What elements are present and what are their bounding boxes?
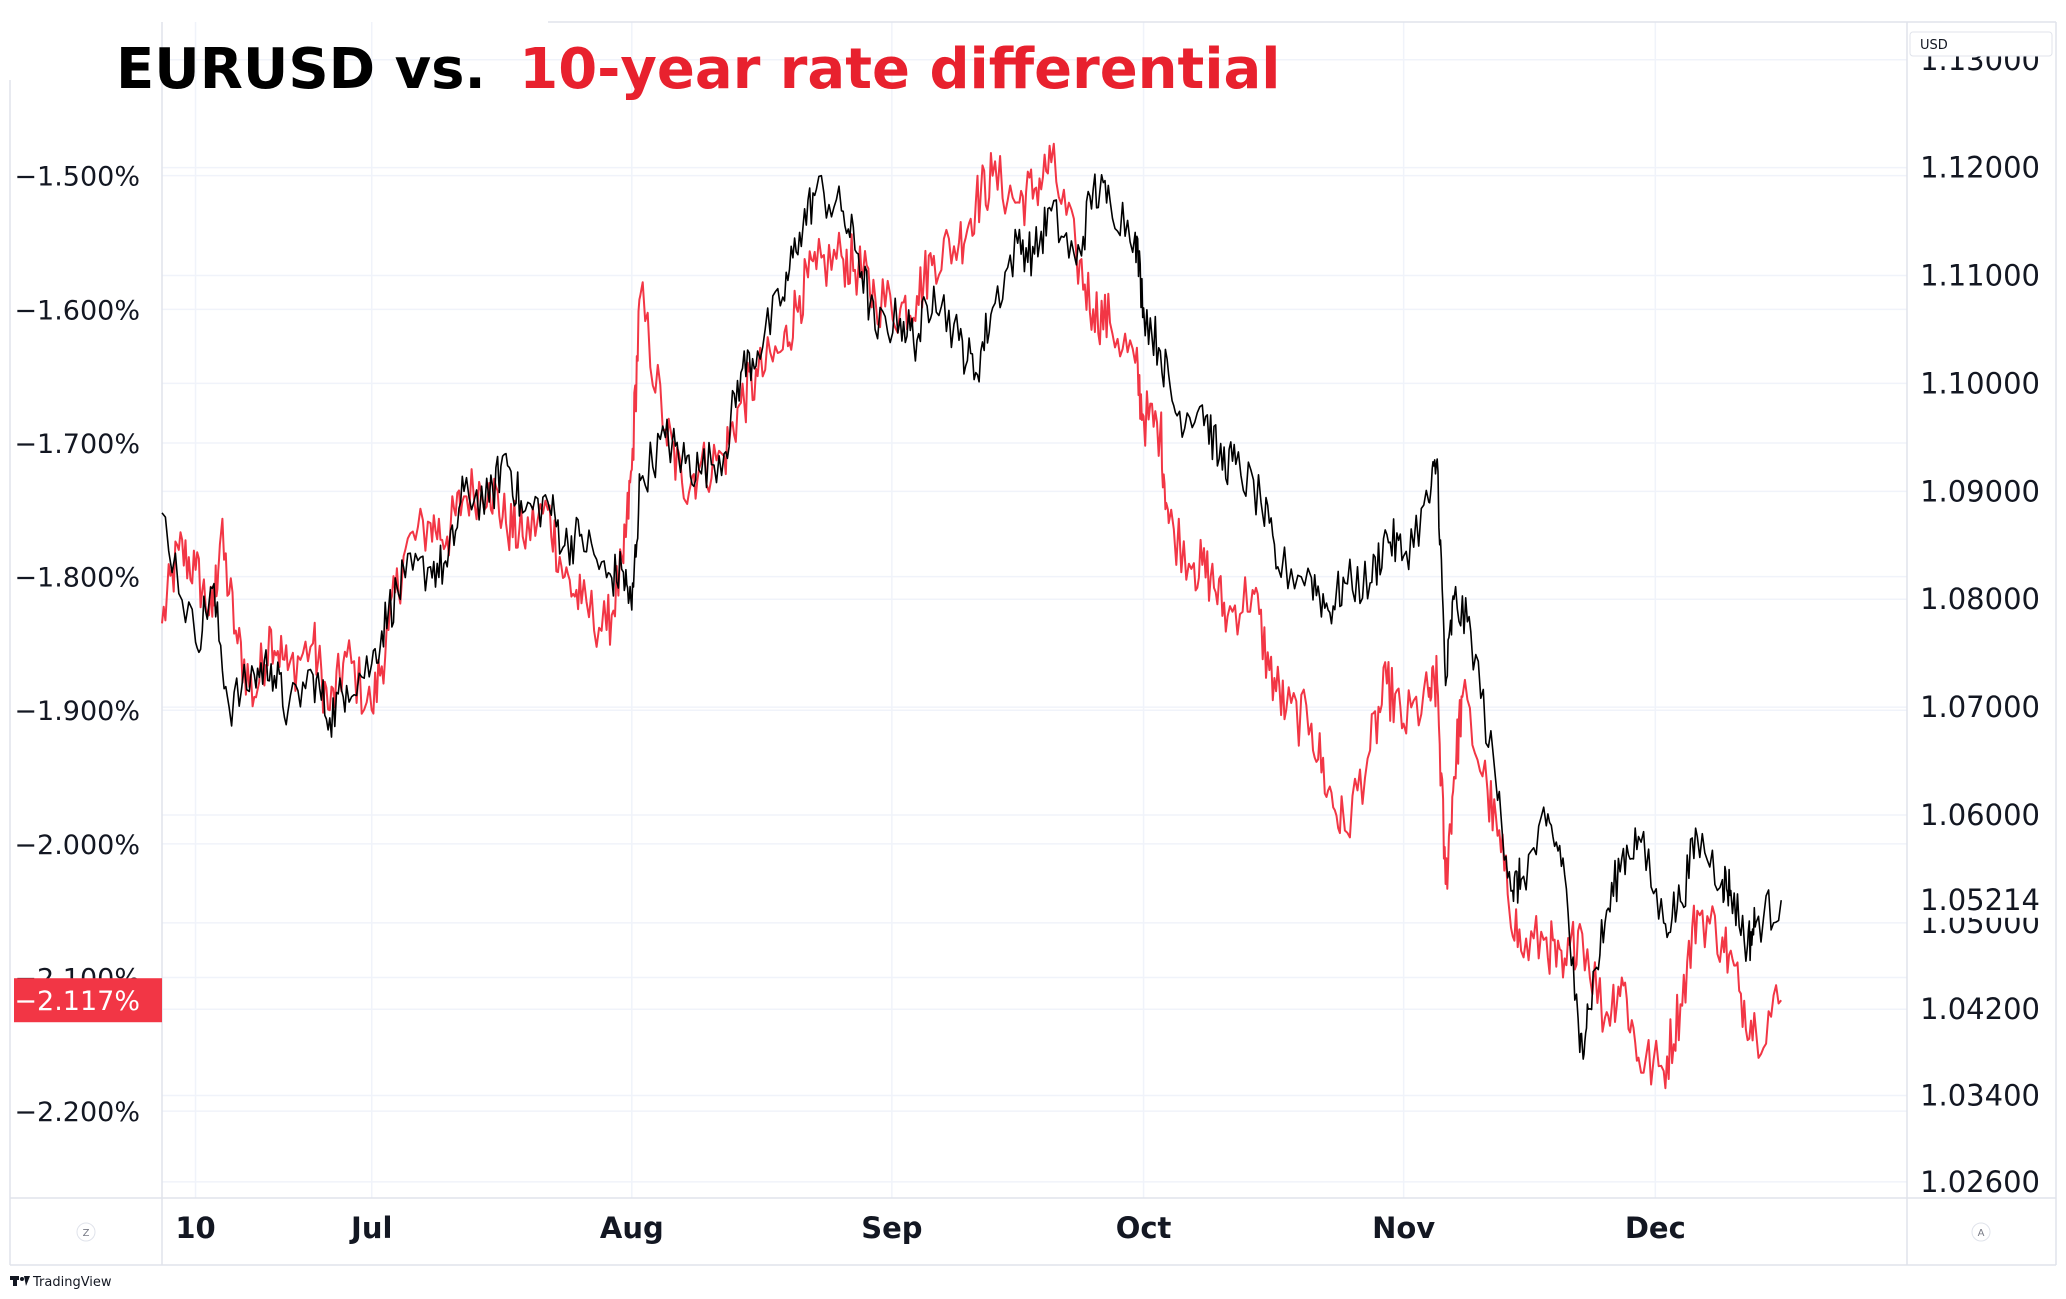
time-axis[interactable]: 10 Jul Aug Sep Oct Nov Dec [175,1211,1685,1245]
x-axis-tick-label: Sep [861,1211,922,1245]
tradingview-logo[interactable]: TradingView [10,1275,112,1290]
left-axis-tick-label: −1.900% [14,696,140,727]
series-lines [161,142,1782,1090]
chart-frame [9,21,2057,1266]
right-axis-tick-label: 1.02600 [1920,1165,2040,1199]
title-part-eurusd: EURUSD vs. [116,37,486,102]
left-axis-tick-label: −2.000% [14,830,140,861]
right-axis-tick-label: 1.10000 [1920,366,2040,400]
zoom-button-left[interactable]: Z [76,1222,96,1242]
series-line-rate-differential [161,142,1782,1090]
x-axis-tick-label: Jul [349,1211,392,1245]
right-last-value-label: 1.05214 [1920,883,2040,917]
left-last-value-label: −2.117% [14,986,140,1017]
left-axis-tick-label: −2.200% [14,1097,140,1128]
left-axis-tick-label: −1.800% [14,563,140,594]
tradingview-logo-icon [10,1276,30,1286]
x-axis-tick-label: 10 [175,1211,215,1245]
left-axis-tick-label: −1.700% [14,429,140,460]
currency-unit-box[interactable]: USD [1909,31,2053,57]
right-axis-tick-label: 1.04200 [1920,992,2040,1026]
right-axis-tick-label: 1.12000 [1920,151,2040,185]
right-axis-tick-label: 1.11000 [1920,259,2040,293]
x-axis-tick-label: Aug [600,1211,664,1245]
left-last-value-badge [14,978,162,1023]
x-axis-tick-label: Nov [1372,1211,1435,1245]
tradingview-logo-text: TradingView [32,1275,112,1290]
title-part-differential: 10-year rate differential [519,37,1280,102]
right-last-value-badge [1918,877,2048,918]
auto-scale-button-label: A [1978,1228,1985,1239]
right-axis-tick-label: 1.03400 [1920,1079,2040,1113]
right-axis-tick-label: 1.07000 [1920,690,2040,724]
zoom-button-left-label: Z [83,1228,90,1239]
x-axis-tick-label: Oct [1116,1211,1172,1245]
grid-lines [162,22,1907,1198]
series-line-eurusd [161,173,1782,1060]
chart-title: EURUSD vs. 10-year rate differential [116,37,1281,102]
x-axis-tick-label: Dec [1625,1211,1686,1245]
currency-unit-label: USD [1920,38,1948,53]
right-axis-tick-label: 1.09000 [1920,474,2040,508]
left-price-axis[interactable]: −1.500% −1.600% −1.700% −1.800% −1.900% −2.00… [14,162,162,1128]
right-axis-tick-label: 1.06000 [1920,798,2040,832]
auto-scale-button[interactable]: A [1971,1222,1991,1242]
right-axis-tick-label: 1.08000 [1920,582,2040,616]
left-axis-tick-label: −1.600% [14,295,140,326]
left-axis-tick-label: −1.500% [14,162,140,193]
